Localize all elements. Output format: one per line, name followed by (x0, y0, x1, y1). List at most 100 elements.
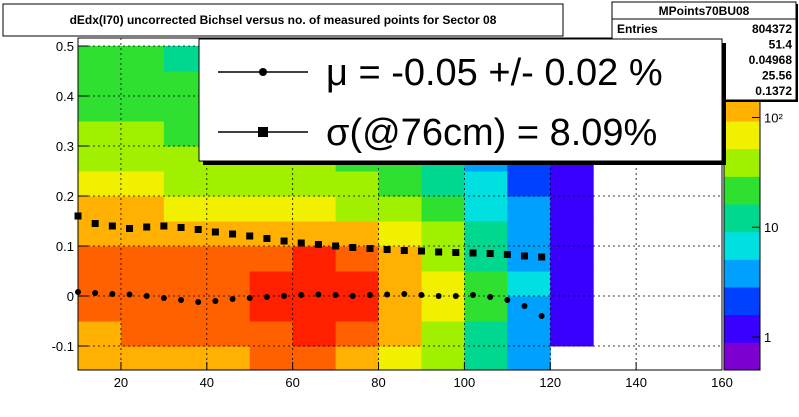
stats-value: 0.04968 (749, 53, 793, 67)
sigma-marker (229, 230, 237, 238)
cell (550, 346, 593, 372)
cell (249, 321, 294, 347)
cell (78, 246, 122, 272)
y-tick-label: -0.1 (52, 339, 74, 354)
cell (593, 271, 636, 297)
cell (421, 221, 465, 247)
cell (636, 221, 679, 247)
sigma-marker (521, 252, 529, 260)
cell (335, 171, 380, 197)
colorbar-strip (724, 181, 760, 188)
colorbar-strip (724, 342, 760, 349)
colorbar-strip (724, 358, 760, 365)
cell (163, 321, 208, 347)
sigma-marker (194, 226, 202, 233)
cell (292, 296, 337, 322)
colorbar-strip (724, 270, 760, 277)
colorbar-strip (724, 287, 760, 294)
cell (378, 221, 422, 247)
cell (378, 346, 422, 370)
cell (593, 246, 636, 272)
mean-marker (212, 298, 219, 304)
colorbar-strip (724, 126, 760, 133)
cell (378, 196, 422, 222)
mean-marker (487, 294, 494, 300)
cell (206, 321, 251, 347)
mean-marker (229, 296, 236, 302)
cell (464, 171, 508, 197)
cell (335, 296, 380, 322)
legend-label: μ = -0.05 +/- 0.02 % (326, 52, 663, 94)
cell (78, 296, 122, 322)
cell (421, 196, 465, 222)
cell (335, 221, 380, 247)
cell (507, 171, 551, 197)
mean-marker (246, 295, 253, 301)
colorbar-strip (724, 303, 760, 310)
colorbar-strip (724, 281, 760, 288)
sigma-marker (452, 249, 460, 256)
z-tick-label: 10² (764, 110, 783, 125)
cell (464, 271, 508, 297)
sigma-marker (74, 212, 82, 220)
mean-marker (315, 291, 322, 298)
colorbar-strip (724, 353, 760, 360)
cell (249, 246, 294, 272)
cell (292, 271, 337, 297)
colorbar-strip (724, 242, 760, 249)
cell (679, 321, 722, 347)
cell (120, 121, 165, 147)
cell (464, 346, 508, 370)
colorbar-strip (724, 336, 760, 343)
cell (292, 246, 337, 272)
z-tick-label: 10 (764, 220, 778, 235)
stats-value: 51.4 (769, 38, 793, 52)
sigma-marker (400, 247, 408, 254)
cell (78, 96, 122, 122)
cell (507, 296, 551, 322)
y-tick-label: 0.4 (56, 89, 74, 104)
cell (120, 296, 165, 322)
sigma-marker (349, 244, 357, 251)
cell (120, 146, 165, 172)
mean-marker (92, 290, 99, 296)
cell (507, 321, 551, 347)
colorbar-strip (724, 314, 760, 321)
sigma-marker (503, 251, 511, 258)
cell (120, 171, 165, 197)
cell (292, 171, 337, 197)
cell (163, 171, 208, 197)
colorbar-strip (724, 176, 760, 183)
sigma-marker (143, 223, 151, 231)
chart-title: dEdx(I70) uncorrected Bichsel versus no.… (70, 13, 497, 27)
sigma-marker (246, 232, 254, 240)
mean-marker (521, 303, 528, 309)
colorbar-strip (724, 215, 760, 222)
cell (679, 221, 722, 247)
cell (507, 221, 551, 247)
colorbar-strip (724, 220, 760, 227)
mean-marker (143, 293, 150, 299)
cell (550, 296, 594, 322)
colorbar-strip (724, 154, 760, 161)
sigma-marker (297, 239, 305, 247)
colorbar-strip (724, 347, 760, 354)
cell (120, 321, 165, 347)
sigma-marker (332, 242, 340, 250)
colorbar-strip (724, 198, 760, 205)
cell (206, 346, 251, 370)
cell (421, 346, 465, 370)
stats-value: 25.56 (762, 69, 792, 83)
y-tick-label: 0.5 (56, 39, 74, 54)
mean-marker (435, 293, 442, 299)
colorbar-strip (724, 231, 760, 238)
cell (636, 196, 679, 222)
cell (78, 171, 122, 197)
x-tick-label: 120 (539, 375, 561, 390)
mean-marker (504, 297, 511, 303)
colorbar-strip (724, 309, 760, 316)
sigma-marker (469, 249, 477, 257)
mean-marker (126, 291, 133, 298)
